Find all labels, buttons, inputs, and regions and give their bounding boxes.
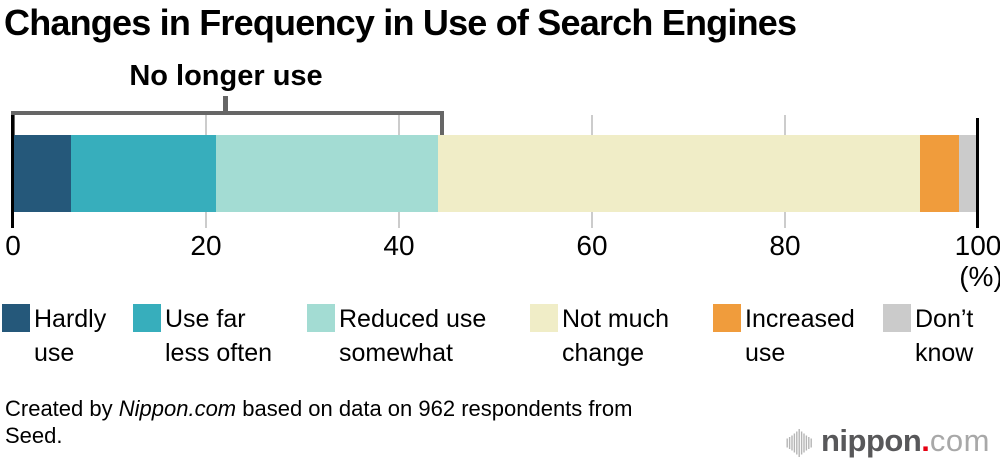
legend: Hardly use Use far less often Reduced use som… — [0, 302, 1000, 372]
source-note-text: based on data on 962 respondents from Se… — [5, 396, 633, 448]
legend-label: Don’t know — [915, 305, 974, 367]
source-note-text: Created by — [5, 396, 119, 421]
stacked-bar — [13, 135, 978, 212]
axis-line-0 — [11, 115, 14, 228]
tick-label-80: 80 — [769, 230, 801, 261]
soundwave-icon — [786, 429, 812, 457]
logo-name-text: nippon — [821, 423, 922, 458]
bar-segment — [920, 135, 959, 212]
bar-segment — [70, 135, 216, 212]
legend-swatch — [133, 304, 161, 332]
legend-label: Hardly use — [34, 305, 107, 367]
tick-label-0: 0 — [5, 230, 21, 261]
bar-segment — [215, 135, 438, 212]
legend-swatch — [307, 304, 335, 332]
bar-segment — [958, 135, 978, 212]
legend-swatch — [883, 304, 911, 332]
logo-dot: . — [921, 423, 930, 458]
plot-area: 0 20 40 60 80 100 (%) — [5, 0, 1000, 300]
annotation-bracket-stem — [223, 96, 228, 113]
legend-label: Increased use — [745, 305, 855, 367]
source-note-brand: Nippon.com — [118, 396, 237, 421]
axis-unit-label: (%) — [959, 261, 1000, 292]
nippon-logo: nippon . com — [786, 422, 990, 460]
tick-label-60: 60 — [576, 230, 608, 261]
tick-label-20: 20 — [190, 230, 222, 261]
axis-line-100 — [976, 118, 979, 228]
tick-label-40: 40 — [383, 230, 415, 261]
legend-swatch — [530, 304, 558, 332]
source-note: Created by Nippon.com based on data on 9… — [5, 395, 695, 449]
legend-swatch — [713, 304, 741, 332]
annotation-label: No longer use — [129, 60, 323, 92]
chart-title: Changes in Frequency in Use of Search En… — [4, 2, 797, 43]
bar-segment — [437, 135, 921, 212]
legend-label: Use far less often — [165, 305, 273, 367]
logo-tld-text: com — [929, 423, 990, 458]
legend-swatch — [2, 304, 30, 332]
legend-label: Reduced use somewhat — [339, 305, 487, 367]
tick-label-100: 100 — [954, 230, 1000, 261]
legend-label: Not much change — [562, 305, 669, 367]
bar-segment — [13, 135, 71, 212]
